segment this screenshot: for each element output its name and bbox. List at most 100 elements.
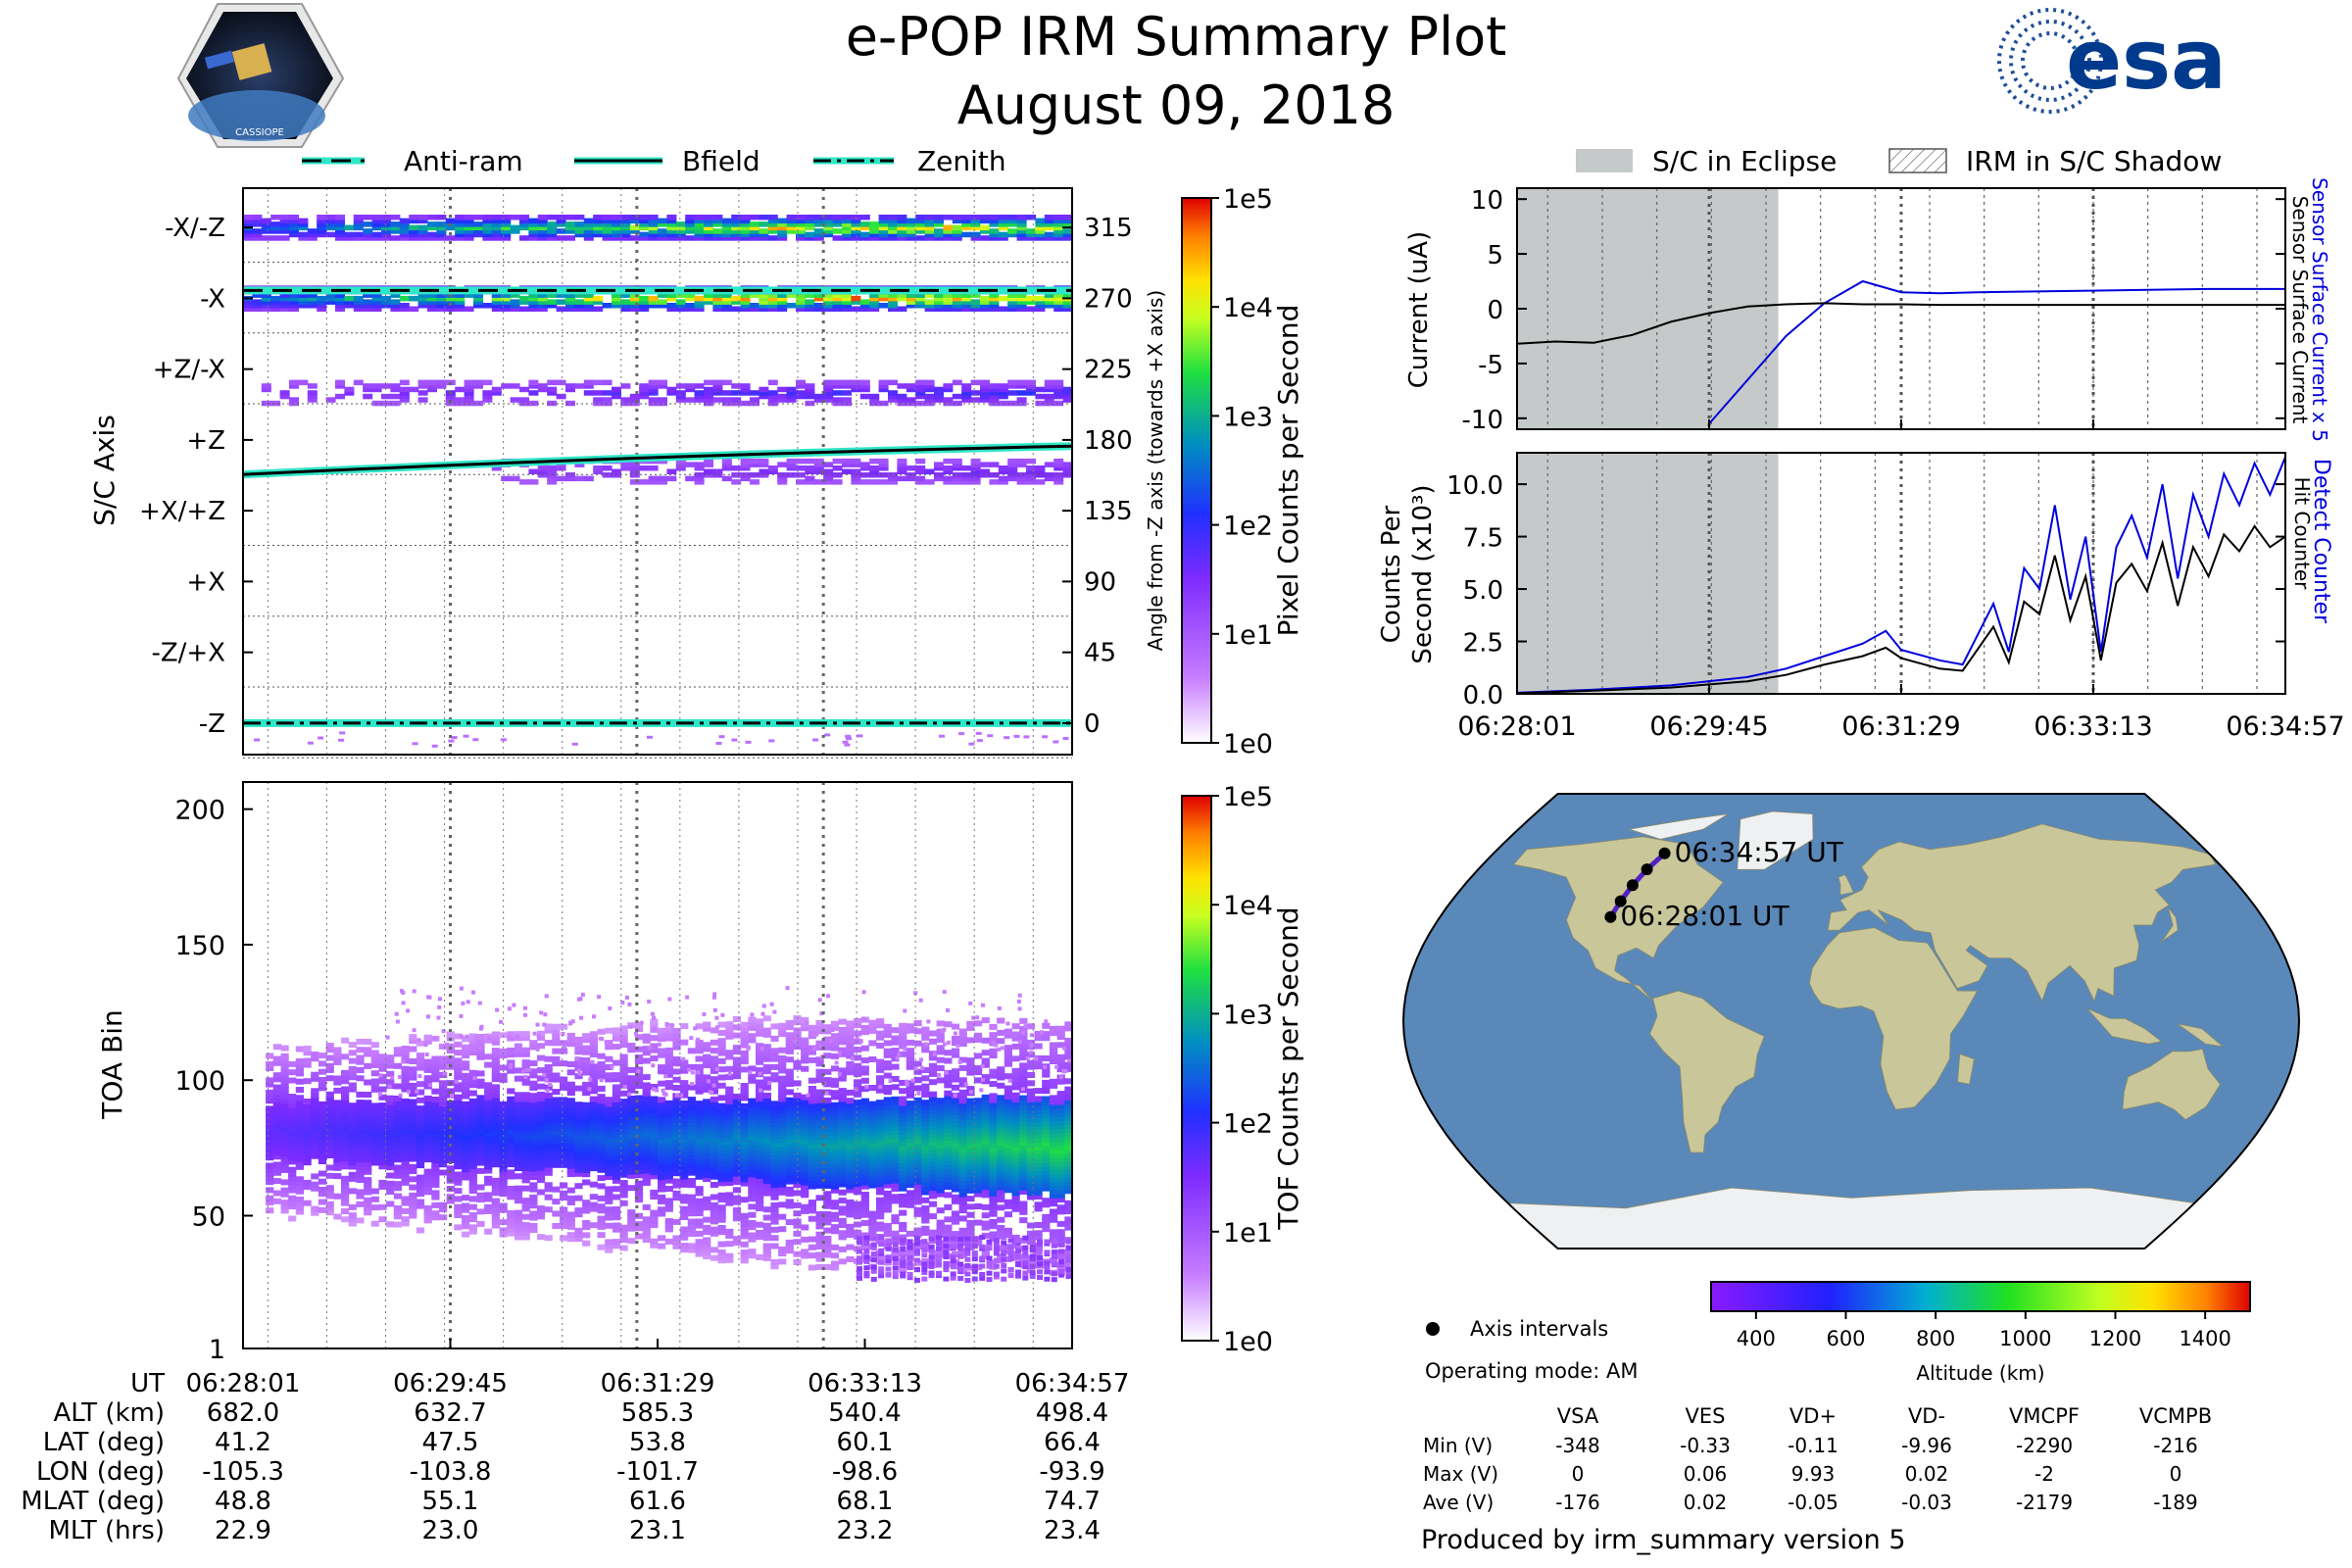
toa-heat-cell xyxy=(642,1099,651,1104)
toa-heat-cell xyxy=(913,1170,922,1177)
angle-heat-cell-b2 xyxy=(998,393,1008,400)
toa-heat-cell xyxy=(529,1112,538,1119)
angle-heat-cell-b0 xyxy=(712,221,723,227)
toa-heat-cell xyxy=(386,1200,395,1207)
angle-heat-cell-b0 xyxy=(805,224,815,231)
angle-heat-cell-b0 xyxy=(473,224,483,231)
angle-heat-cell-b2 xyxy=(648,386,659,393)
angle-heat-cell-b0 xyxy=(952,224,962,231)
toa-heat-cell xyxy=(740,1091,749,1098)
toa-heat-cell xyxy=(740,1140,749,1147)
toa-heat-cell xyxy=(521,1103,530,1110)
toa-heat-cell xyxy=(710,1080,718,1087)
toa-heat-cell xyxy=(386,1119,395,1126)
toa-heat-cell xyxy=(740,1102,749,1109)
toa-heat-cell xyxy=(854,1047,862,1054)
toa-heat-cell xyxy=(288,1154,297,1161)
toa-heat-cell xyxy=(612,1157,621,1164)
toa-heat-cell xyxy=(725,1167,734,1174)
toa-heat-cell xyxy=(854,1221,862,1228)
toa-heat-cell xyxy=(303,1184,312,1191)
angle-heat-cell-b2 xyxy=(915,393,926,400)
toa-heat-cell xyxy=(446,1104,455,1110)
angle-heat-cell-b0 xyxy=(417,231,428,238)
toa-heat-cell xyxy=(295,1184,304,1191)
angle-heat-cell-b0 xyxy=(740,215,751,220)
angle-heat-cell-b0 xyxy=(989,231,1000,238)
toa-heat-cell xyxy=(672,1121,681,1128)
toa-heat-cell xyxy=(370,1127,379,1134)
toa-heat-cell xyxy=(695,1108,704,1115)
toa-heat-cell xyxy=(778,1226,787,1233)
toa-heat-cell xyxy=(409,1152,417,1158)
angle-heat-cell-b0 xyxy=(537,215,548,220)
toa-heat-cell xyxy=(468,1110,477,1117)
toa-heat-cell xyxy=(341,1163,350,1170)
toa-heat-cell xyxy=(883,1227,892,1234)
toa-heat-cell xyxy=(619,1167,628,1174)
toa-heat-cell xyxy=(913,1187,922,1194)
angle-heat-cell-b1 xyxy=(455,306,466,312)
angle-heat-cell-b1 xyxy=(767,306,778,312)
angle-heat-cell-b2 xyxy=(694,390,705,396)
angle-heat-cell-b0 xyxy=(721,218,732,224)
angle-heat-cell-b3 xyxy=(897,466,907,471)
toa-heat-cell xyxy=(341,1074,350,1081)
toa-heat-cell xyxy=(664,1084,673,1091)
toa-heat-cell xyxy=(431,1165,440,1172)
toa-heat-cell xyxy=(356,1067,365,1073)
toa-heat-cell xyxy=(756,1058,764,1065)
toa-heat-cell xyxy=(619,1184,628,1191)
toa-heat-cell xyxy=(770,1125,779,1132)
toa-heat-cell xyxy=(364,1140,372,1147)
angle-heat-cell-b2 xyxy=(906,386,916,393)
toa-heat-cell xyxy=(823,1097,832,1103)
toa-heat-cell xyxy=(808,1215,816,1222)
angle-heat-cell-b0 xyxy=(832,221,843,227)
toa-heat-cell xyxy=(582,1081,591,1088)
angle-heat-cell-b0 xyxy=(740,218,751,224)
toa-heat-cell xyxy=(710,1048,718,1054)
toa-heat-cell xyxy=(597,1219,606,1226)
toa-heat-cell xyxy=(785,1113,794,1120)
toa-heat-cell xyxy=(823,1195,832,1201)
angle-heat-cell-b1 xyxy=(565,299,575,305)
angle-heat-cell-b2 xyxy=(583,383,594,389)
toa-heat-cell xyxy=(566,1232,575,1239)
toa-heat-cell xyxy=(876,1030,885,1037)
angle-heat-cell-b3 xyxy=(970,466,981,471)
toa-heat-cell xyxy=(634,1106,644,1113)
toa-heat-cell xyxy=(605,1222,613,1229)
toa-heat-cell xyxy=(439,1137,448,1144)
toa-heat-cell xyxy=(748,1220,757,1226)
angle-heat-cell-b1 xyxy=(704,292,713,298)
angle-heat-cell-b0 xyxy=(270,215,281,220)
angle-heat-cell-b0 xyxy=(980,215,990,220)
toa-heat-cell xyxy=(650,1084,659,1090)
toa-heat-cell xyxy=(325,1115,334,1122)
toa-heat-cell xyxy=(672,1108,681,1115)
toa-heat-cell xyxy=(499,1146,508,1152)
angle-heat-cell-b0 xyxy=(666,221,677,227)
toa-heat-cell xyxy=(439,1080,448,1087)
angle-heat-cell-b0 xyxy=(648,221,659,227)
angle-heat-cell-b3 xyxy=(721,475,732,482)
angle-heat-cell-b3 xyxy=(777,462,788,467)
angle-heat-cell-b0 xyxy=(381,224,391,231)
toa-heat-cell xyxy=(658,1206,666,1213)
angle-heat-cell-b2 xyxy=(980,383,990,389)
toa-heat-cell xyxy=(801,1236,809,1243)
toa-heat-cell xyxy=(462,1076,470,1083)
toa-heat-cell xyxy=(883,1023,892,1030)
toa-heat-cell xyxy=(431,1072,440,1079)
angle-heat-cell-b1 xyxy=(777,295,788,302)
toa-heat-cell xyxy=(801,1114,809,1121)
angle-heat-cell-b0 xyxy=(344,235,355,241)
toa-heat-cell xyxy=(378,1061,387,1068)
angle-heat-cell-b1 xyxy=(556,299,566,305)
toa-heat-cell xyxy=(612,1141,621,1148)
toa-heat-cell xyxy=(740,1229,749,1236)
toa-heat-cell xyxy=(717,1144,726,1151)
angle-heat-cell-b3 xyxy=(813,479,824,485)
toa-heat-cell xyxy=(318,1206,327,1213)
